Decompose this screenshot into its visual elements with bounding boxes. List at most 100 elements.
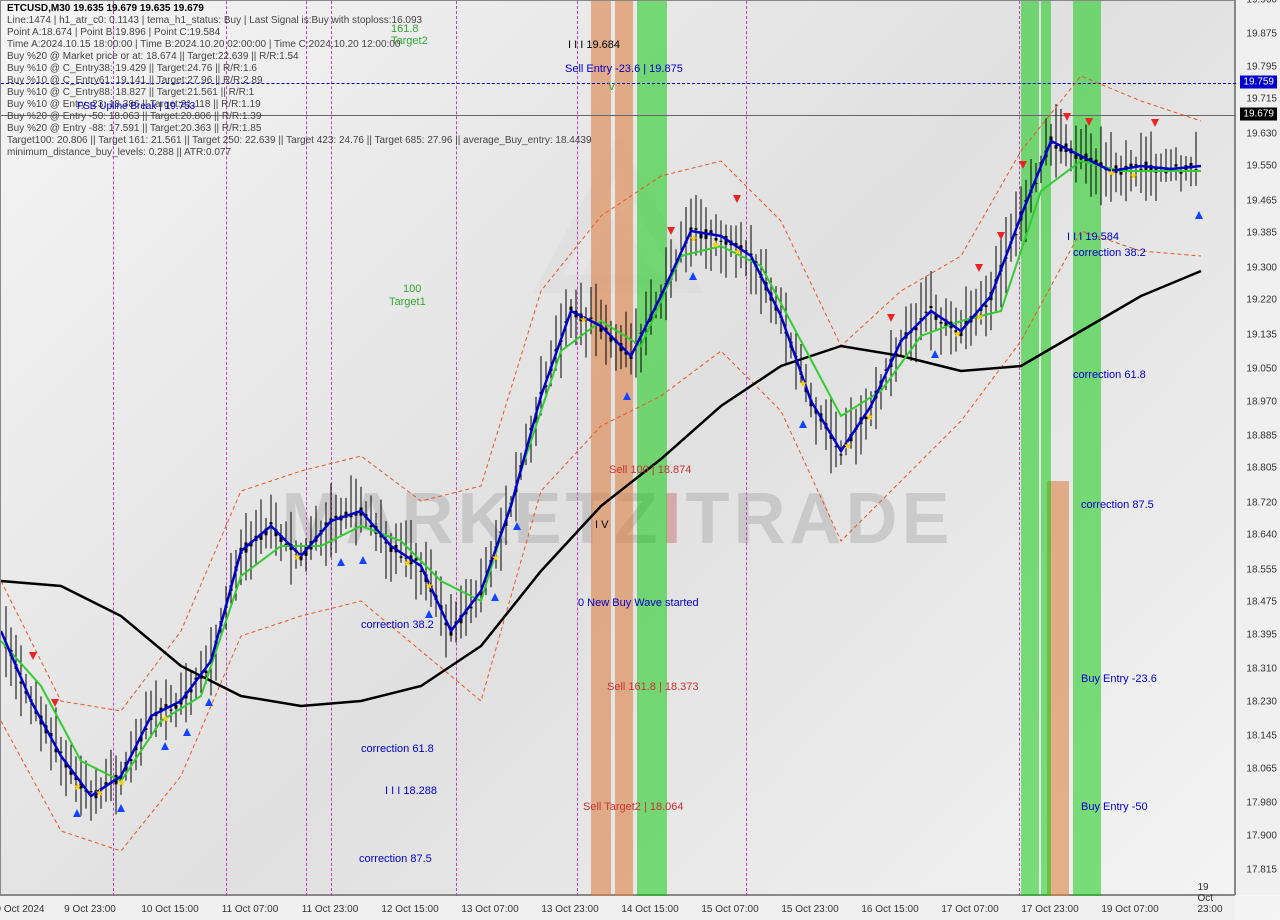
y-tick-label: 17.815 bbox=[1246, 865, 1277, 876]
y-tick-label: 18.970 bbox=[1246, 396, 1277, 407]
x-tick-label: 15 Oct 07:00 bbox=[701, 904, 758, 915]
sell-arrow-icon bbox=[51, 699, 59, 707]
sell-arrow-icon bbox=[997, 232, 1005, 240]
buy-arrow-icon bbox=[337, 558, 345, 566]
info-line: Buy %10 @ C_Entry61: 19.141 || Target:27… bbox=[7, 75, 592, 87]
signal-band bbox=[637, 1, 667, 896]
chart-annotation: correction 87.5 bbox=[359, 853, 432, 865]
chart-annotation: I I I 18.288 bbox=[385, 785, 437, 797]
chart-annotation: I V bbox=[595, 519, 608, 531]
y-tick-label: 17.980 bbox=[1246, 798, 1277, 809]
info-line: Buy %20 @ Entry -88: 17.591 || Target:20… bbox=[7, 123, 592, 135]
x-tick-label: 13 Oct 23:00 bbox=[541, 904, 598, 915]
buy-arrow-icon bbox=[359, 556, 367, 564]
signal-star-icon: ★ bbox=[865, 412, 874, 423]
signal-star-icon: ★ bbox=[161, 714, 170, 725]
y-tick-label: 18.555 bbox=[1246, 564, 1277, 575]
info-line: Buy %10 @ C_Entry88: 18.827 || Target:21… bbox=[7, 87, 592, 99]
x-tick-label: 13 Oct 07:00 bbox=[461, 904, 518, 915]
y-tick-label: 18.395 bbox=[1246, 629, 1277, 640]
buy-arrow-icon bbox=[73, 809, 81, 817]
chart-annotation: correction 38.2 bbox=[1073, 247, 1146, 259]
y-tick-label: 19.385 bbox=[1246, 228, 1277, 239]
buy-arrow-icon bbox=[491, 593, 499, 601]
buy-arrow-icon bbox=[161, 742, 169, 750]
x-tick-label: 11 Oct 23:00 bbox=[302, 904, 359, 915]
y-tick-label: 19.960 bbox=[1246, 0, 1277, 6]
signal-star-icon: ★ bbox=[403, 558, 412, 569]
y-tick-label: 19.875 bbox=[1246, 29, 1277, 40]
y-tick-label: 19.679 bbox=[1240, 107, 1277, 120]
chart-annotation: I I I 19.584 bbox=[1067, 231, 1119, 243]
y-tick-label: 18.065 bbox=[1246, 763, 1277, 774]
signal-star-icon: ★ bbox=[975, 312, 984, 323]
chart-annotation: correction 38.2 bbox=[361, 619, 434, 631]
y-tick-label: 18.805 bbox=[1246, 463, 1277, 474]
sell-arrow-icon bbox=[733, 195, 741, 203]
chart-annotation: 100 bbox=[403, 283, 421, 295]
y-tick-label: 19.300 bbox=[1246, 262, 1277, 273]
time-divider bbox=[1019, 1, 1020, 896]
x-tick-label: 9 Oct 2024 bbox=[0, 904, 44, 915]
signal-band bbox=[1073, 1, 1101, 896]
info-line: Buy %10 @ C_Entry38: 19.429 || Target:24… bbox=[7, 63, 592, 75]
info-line: Time A:2024.10.15 18:00:00 | Time B:2024… bbox=[7, 39, 592, 51]
buy-arrow-icon bbox=[183, 728, 191, 736]
signal-star-icon: ★ bbox=[1129, 171, 1138, 182]
sell-arrow-icon bbox=[29, 652, 37, 660]
info-line: Point A:18.674 | Point B:19.896 | Point … bbox=[7, 27, 592, 39]
x-tick-label: 19 Oct 23:00 bbox=[1197, 882, 1222, 915]
x-axis: 9 Oct 2024 9 Oct 23:00 10 Oct 15:00 11 Oct … bbox=[0, 895, 1235, 920]
y-tick-label: 18.640 bbox=[1246, 530, 1277, 541]
signal-star-icon: ★ bbox=[843, 441, 852, 452]
sell-arrow-icon bbox=[1063, 113, 1071, 121]
buy-arrow-icon bbox=[931, 350, 939, 358]
chart-annotation: Sell 100 | 18.874 bbox=[609, 464, 691, 476]
x-tick-label: 15 Oct 23:00 bbox=[781, 904, 838, 915]
chart-annotation: 0 New Buy Wave started bbox=[578, 597, 699, 609]
time-divider bbox=[746, 1, 747, 896]
signal-band bbox=[615, 1, 633, 896]
y-tick-label: 18.310 bbox=[1246, 664, 1277, 675]
y-tick-label: 19.050 bbox=[1246, 364, 1277, 375]
sell-arrow-icon bbox=[1019, 161, 1027, 169]
y-axis: 19.96019.87519.79519.75919.71519.67919.6… bbox=[1235, 0, 1280, 895]
y-tick-label: 17.900 bbox=[1246, 830, 1277, 841]
x-tick-label: 12 Oct 15:00 bbox=[381, 904, 438, 915]
buy-arrow-icon bbox=[799, 420, 807, 428]
signal-star-icon: ★ bbox=[73, 782, 82, 793]
x-tick-label: 19 Oct 07:00 bbox=[1101, 904, 1158, 915]
buy-arrow-icon bbox=[117, 804, 125, 812]
y-tick-label: 19.630 bbox=[1246, 128, 1277, 139]
chart-annotation: correction 61.8 bbox=[361, 743, 434, 755]
buy-arrow-icon bbox=[1195, 211, 1203, 219]
ohlc-title: ETCUSD,M30 19.635 19.679 19.635 19.679 bbox=[7, 3, 592, 15]
signal-star-icon: ★ bbox=[425, 581, 434, 592]
signal-star-icon: ★ bbox=[953, 329, 962, 340]
signal-star-icon: ★ bbox=[689, 234, 698, 245]
signal-star-icon: ★ bbox=[293, 552, 302, 563]
y-tick-label: 19.795 bbox=[1246, 61, 1277, 72]
x-tick-label: 10 Oct 15:00 bbox=[141, 904, 198, 915]
sell-arrow-icon bbox=[1085, 118, 1093, 126]
chart-annotation: Sell 161.8 | 18.373 bbox=[607, 681, 699, 693]
signal-star-icon: ★ bbox=[491, 553, 500, 564]
x-tick-label: 9 Oct 23:00 bbox=[64, 904, 116, 915]
signal-star-icon: ★ bbox=[117, 778, 126, 789]
signal-star-icon: ★ bbox=[733, 247, 742, 258]
y-tick-label: 18.145 bbox=[1246, 731, 1277, 742]
chart-annotation: V bbox=[608, 81, 615, 93]
chart-annotation: Buy Entry -23.6 bbox=[1081, 673, 1157, 685]
x-tick-label: 17 Oct 23:00 bbox=[1021, 904, 1078, 915]
sell-arrow-icon bbox=[667, 227, 675, 235]
y-tick-label: 19.759 bbox=[1240, 75, 1277, 88]
info-line: Buy %20 @ Market price or at: 18.674 || … bbox=[7, 51, 592, 63]
signal-star-icon: ★ bbox=[95, 788, 104, 799]
chart-annotation: correction 61.8 bbox=[1073, 369, 1146, 381]
buy-arrow-icon bbox=[425, 610, 433, 618]
info-line: Line:1474 | h1_atr_c0: 0.1143 | tema_h1_… bbox=[7, 15, 592, 27]
sell-arrow-icon bbox=[1151, 119, 1159, 127]
signal-band bbox=[591, 1, 611, 896]
chart-plot-area[interactable]: MARKETZITRADE ★★★★★★★★★★★★★★★★★★★ 161.8T… bbox=[0, 0, 1235, 895]
sell-arrow-icon bbox=[887, 314, 895, 322]
